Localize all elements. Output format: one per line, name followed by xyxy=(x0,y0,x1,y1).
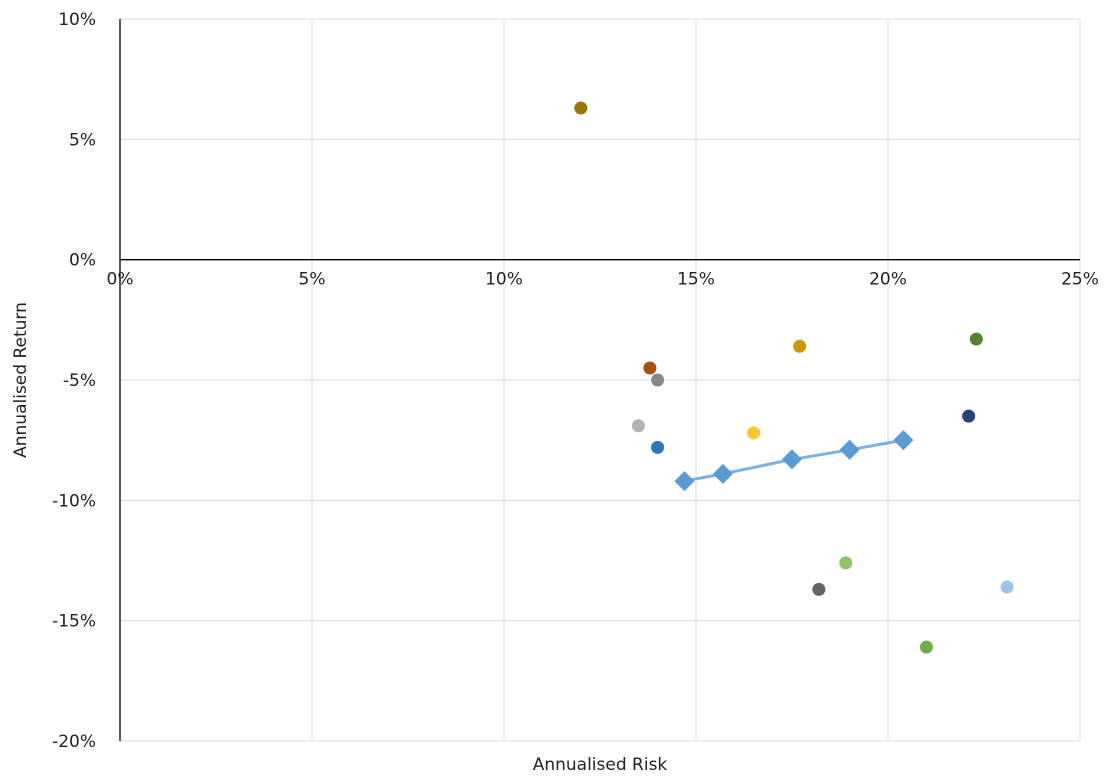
scatter-point xyxy=(631,419,645,433)
series-diamond-marker xyxy=(712,463,733,484)
x-tick-label: 15% xyxy=(677,270,715,290)
y-axis-title: Annualised Return xyxy=(11,302,31,458)
x-axis-title: Annualised Risk xyxy=(533,755,668,775)
y-tick-label: 5% xyxy=(69,130,96,150)
data-series xyxy=(674,430,914,492)
series-diamond-marker xyxy=(893,430,914,451)
scatter-point xyxy=(793,339,807,353)
scatter-point xyxy=(651,373,665,387)
x-tick-label: 20% xyxy=(869,270,907,290)
x-tick-label: 5% xyxy=(299,270,326,290)
y-tick-label: -5% xyxy=(63,371,96,391)
x-tick-label: 25% xyxy=(1061,270,1099,290)
scatter-point xyxy=(919,640,933,654)
y-tick-label: 0% xyxy=(69,251,96,271)
scatter-point xyxy=(962,409,976,423)
x-tick-label: 0% xyxy=(107,270,134,290)
series-diamond-marker xyxy=(674,471,695,492)
axes xyxy=(119,19,1080,741)
gridlines xyxy=(120,18,1081,742)
series-diamond-marker xyxy=(782,449,802,470)
scatter-point xyxy=(747,426,761,440)
scatter-point xyxy=(969,332,983,346)
y-tick-label: 10% xyxy=(58,10,96,30)
scatter-point xyxy=(1000,580,1014,594)
scatter-point xyxy=(643,361,657,375)
tick-labels: 0% 5% 10% 15% 20% 25% 10% 5% 0% -5% -10% -15% -20% xyxy=(52,10,1099,752)
y-tick-label: -15% xyxy=(52,612,96,632)
scatter-point xyxy=(651,440,665,454)
y-tick-label: -10% xyxy=(52,491,96,511)
data-points xyxy=(574,101,1014,654)
scatter-point xyxy=(574,101,588,115)
series-diamond-marker xyxy=(839,439,860,460)
x-tick-label: 10% xyxy=(485,270,523,290)
scatter-point xyxy=(839,556,853,570)
scatter-point xyxy=(812,582,826,596)
y-tick-label: -20% xyxy=(52,732,96,752)
